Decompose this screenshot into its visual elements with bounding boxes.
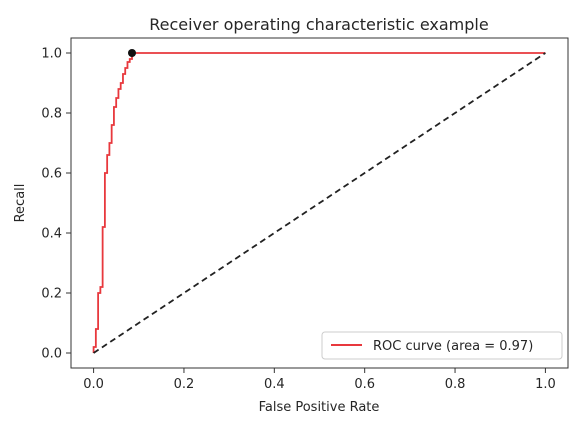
x-tick-label: 0.6 <box>354 377 375 392</box>
roc-curve-line <box>92 52 546 353</box>
legend-label: ROC curve (area = 0.97) <box>373 339 533 354</box>
y-tick-label: 1.0 <box>41 47 62 62</box>
y-tick-label: 0.6 <box>41 167 62 182</box>
y-axis: 0.0 0.2 0.4 0.6 0.8 1.0 <box>41 47 71 362</box>
threshold-point-marker <box>127 49 136 57</box>
y-tick-label: 0.0 <box>41 347 62 362</box>
x-tick-label: 0.2 <box>174 377 195 392</box>
plot-area <box>92 49 546 354</box>
legend: ROC curve (area = 0.97) <box>321 331 563 360</box>
x-tick-label: 1.0 <box>535 377 556 392</box>
legend-box <box>321 331 563 360</box>
x-axis: 0.0 0.2 0.4 0.6 0.8 1.0 <box>83 368 556 392</box>
y-axis-label: Recall <box>13 184 28 223</box>
x-tick-label: 0.4 <box>264 377 285 392</box>
diagonal-reference-line <box>93 52 546 354</box>
chart-title: Receiver operating characteristic exampl… <box>149 15 488 34</box>
plot-frame <box>70 37 569 369</box>
x-axis-label: False Positive Rate <box>259 400 380 415</box>
y-tick-label: 0.4 <box>41 227 62 242</box>
y-tick-label: 0.8 <box>41 107 62 122</box>
x-tick-label: 0.0 <box>83 377 104 392</box>
y-tick-label: 0.2 <box>41 287 62 302</box>
x-tick-label: 0.8 <box>445 377 466 392</box>
